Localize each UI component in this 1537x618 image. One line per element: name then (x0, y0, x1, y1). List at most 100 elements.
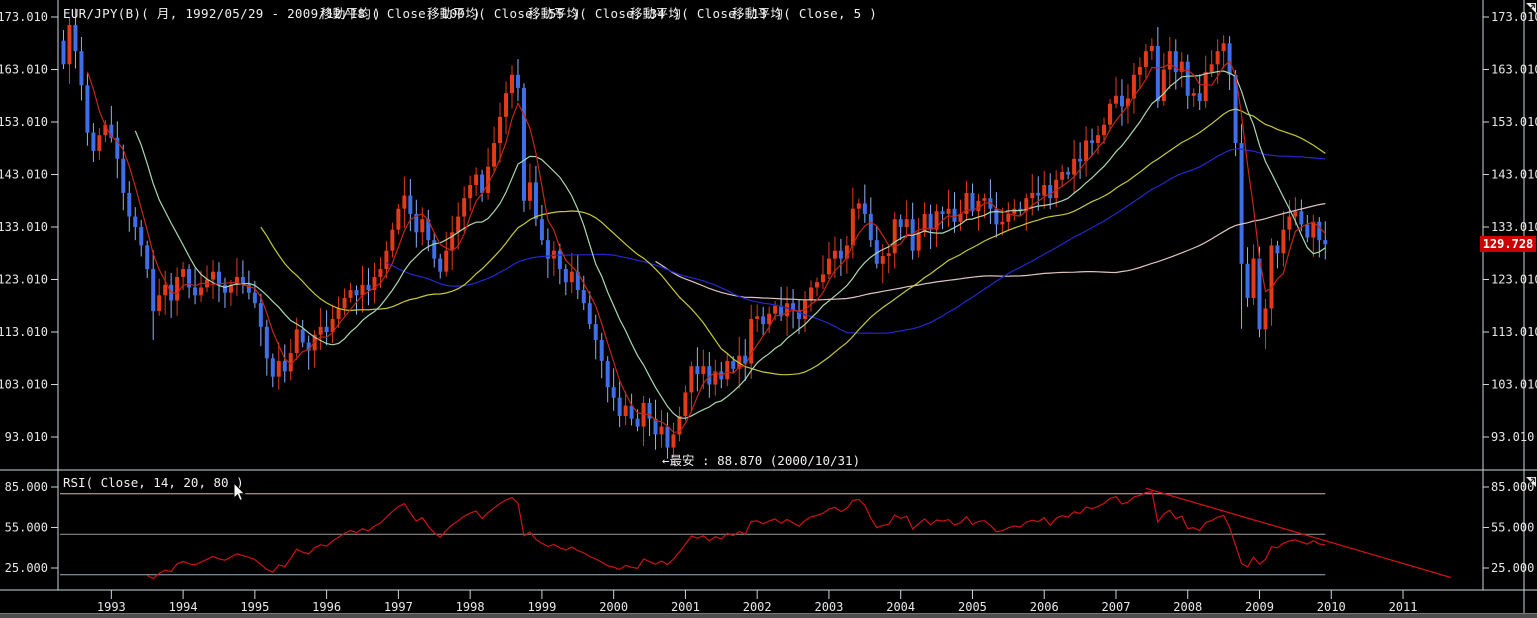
axis-label: 163.010 (0, 63, 48, 77)
candle (432, 240, 437, 259)
candle (133, 216, 138, 228)
candle (151, 269, 156, 312)
candle (695, 366, 700, 375)
panel-resize-icon[interactable] (1525, 476, 1537, 488)
candle (1102, 124, 1107, 136)
candle (294, 329, 299, 354)
candle (234, 276, 239, 285)
candle (587, 303, 592, 325)
candle (492, 143, 497, 167)
candle (240, 276, 245, 285)
candle (199, 287, 204, 296)
candle (623, 405, 628, 417)
axis-label: 85.000 (1491, 480, 1534, 494)
candle (318, 326, 323, 335)
candle (396, 208, 401, 230)
candle (73, 24, 78, 52)
axis-label: 173.010 (0, 10, 48, 24)
candle (1155, 45, 1160, 102)
candle (545, 240, 550, 259)
candle (1012, 208, 1017, 214)
indicator-label-ma34: 移動平均( Close, 34 ) (528, 6, 681, 21)
candle (1323, 240, 1328, 245)
candle (779, 305, 784, 317)
candle (785, 303, 790, 317)
candle (1084, 140, 1089, 162)
rsi-trendline[interactable] (1145, 487, 1452, 579)
candle (1305, 224, 1310, 238)
axis-label: 25.000 (1491, 561, 1534, 575)
candle (390, 229, 395, 251)
panel-resize-icon[interactable] (1525, 2, 1537, 14)
candle (1125, 98, 1130, 107)
candle (1054, 179, 1059, 199)
candle (976, 200, 981, 212)
candle (635, 418, 640, 427)
candle (1215, 51, 1220, 65)
candle (1287, 216, 1292, 230)
candle (1209, 64, 1214, 73)
candle (354, 290, 359, 296)
candle (904, 219, 909, 228)
candle (462, 198, 467, 217)
ma5-line (86, 60, 1326, 433)
candle (97, 135, 102, 151)
candle (958, 213, 963, 222)
candle (689, 366, 694, 393)
candle (850, 208, 855, 246)
axis-label: 2006 (1030, 600, 1059, 614)
candle (1090, 140, 1095, 144)
axis-label: 55.000 (5, 521, 48, 535)
candle (880, 255, 885, 264)
axis-label: 133.010 (0, 220, 48, 234)
candle (1072, 158, 1077, 175)
axis-label: 2002 (743, 600, 772, 614)
candle (270, 358, 275, 377)
candle (420, 219, 425, 233)
axis-label: 25.000 (5, 561, 48, 575)
candle (755, 316, 760, 319)
candle (91, 132, 96, 151)
candle (832, 250, 837, 259)
indicator-label-ma100: 移動平均( Close, 100 ) (320, 6, 481, 21)
candle (515, 74, 520, 88)
candle (892, 219, 897, 254)
axis-label: 133.010 (1491, 220, 1537, 234)
candle (300, 329, 305, 343)
candle (258, 303, 263, 327)
candle (791, 303, 796, 312)
candle (964, 192, 969, 214)
candle (187, 269, 192, 288)
candle (1108, 103, 1112, 125)
candle (653, 418, 658, 435)
candle (450, 232, 455, 251)
candle (707, 366, 712, 385)
candle (348, 290, 353, 298)
candle (402, 195, 407, 209)
time-axis: 1993 1994 1995 1996 1997 1998 1999 2000 2001 2002… (97, 590, 1417, 614)
axis-label: 163.010 (1491, 63, 1537, 77)
candle (874, 240, 879, 264)
rsi-reference-lines (60, 493, 1326, 576)
candle (1078, 158, 1083, 162)
candle (121, 158, 126, 193)
candle (1293, 211, 1298, 217)
candle (366, 284, 371, 291)
candle (952, 208, 957, 222)
window-bottom-edge (0, 613, 1537, 618)
candle (372, 276, 377, 291)
candle (510, 74, 514, 94)
candle (599, 339, 604, 361)
candle (563, 269, 568, 283)
candle (252, 292, 257, 304)
axis-label: 1994 (169, 600, 198, 614)
axis-label: 153.010 (0, 115, 48, 129)
candle (127, 192, 132, 217)
candle (115, 137, 120, 159)
candle (276, 360, 281, 377)
candle (103, 124, 108, 136)
candle (988, 198, 993, 209)
axis-label: 1993 (97, 600, 126, 614)
